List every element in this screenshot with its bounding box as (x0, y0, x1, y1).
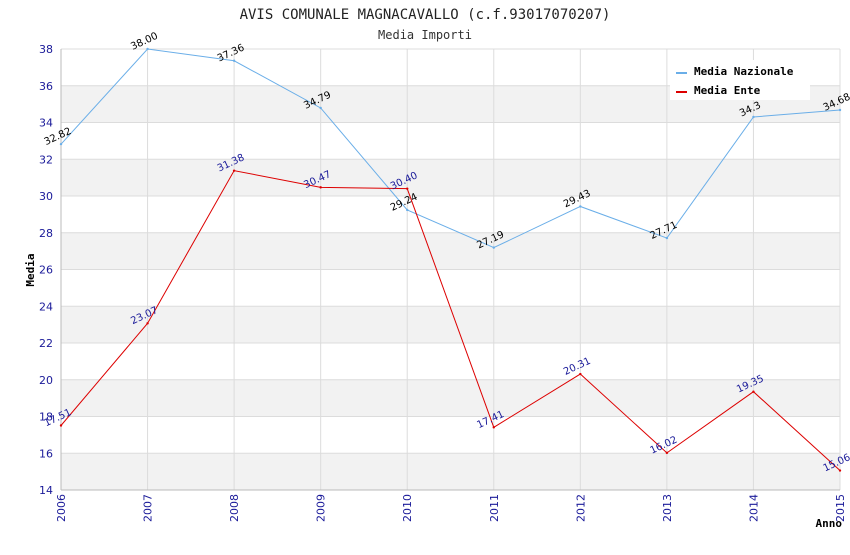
data-point (59, 424, 63, 427)
data-point (232, 169, 236, 172)
y-tick-label: 36 (39, 80, 53, 93)
data-point (838, 469, 842, 472)
x-tick-label: 2013 (661, 494, 674, 522)
x-tick-label: 2006 (55, 494, 68, 522)
grid-band (61, 232, 840, 270)
data-point (579, 205, 582, 208)
data-point (146, 322, 149, 325)
data-point (232, 59, 236, 62)
gridlines (60, 48, 841, 491)
x-tick-label: 2012 (574, 494, 587, 522)
grid-band (61, 159, 840, 196)
y-tick-label: 34 (39, 117, 53, 130)
data-point (406, 208, 409, 212)
x-axis-label: Anno (816, 517, 843, 530)
x-tick-label: 2007 (142, 494, 155, 522)
legend-label-nazionale: Media Nazionale (694, 65, 794, 78)
y-tick-label: 18 (39, 411, 53, 424)
data-point (406, 187, 409, 190)
data-point (59, 142, 63, 146)
axes (60, 49, 840, 491)
y-axis-label: Media (24, 253, 37, 286)
legend-label-ente: Media Ente (694, 84, 761, 97)
grid-band (61, 453, 840, 490)
x-tick-label: 2011 (488, 494, 501, 522)
series-line-media-nazionale (60, 48, 841, 249)
chart-subtitle: Media Importi (378, 28, 472, 42)
y-tick-label: 24 (39, 300, 53, 313)
y-tick-label: 22 (39, 337, 53, 350)
chart-title: AVIS COMUNALE MAGNACAVALLO (c.f.93017070… (240, 7, 611, 23)
grid-band (61, 379, 840, 417)
x-tick-label: 2009 (315, 494, 328, 522)
data-point (319, 106, 322, 110)
data-label: 37.36 (216, 42, 247, 64)
data-point (492, 246, 495, 249)
data-point (319, 186, 322, 189)
x-axis-ticks: 2006 2007 2008 2009 2010 2011 2012 2013 2014 2015 (55, 494, 847, 522)
series-line-media-ente (60, 170, 841, 471)
y-axis-ticks: 14 16 18 20 22 24 26 28 30 32 34 36 38 (39, 43, 53, 497)
y-tick-label: 14 (39, 484, 53, 497)
data-point (579, 372, 582, 376)
y-tick-label: 28 (39, 227, 53, 240)
x-tick-label: 2010 (401, 494, 414, 522)
y-tick-label: 26 (39, 264, 53, 277)
x-tick-label: 2014 (747, 494, 760, 522)
data-point (752, 115, 755, 119)
y-tick-label: 20 (39, 374, 53, 387)
legend-box (670, 60, 810, 100)
data-point (665, 451, 669, 455)
data-label: 20.31 (562, 356, 593, 378)
background-bands (61, 85, 840, 490)
data-point (492, 426, 495, 429)
grid-band (61, 306, 840, 343)
y-tick-label: 16 (39, 447, 53, 460)
legend: Media Nazionale Media Ente (670, 60, 810, 100)
x-tick-label: 2015 (834, 494, 847, 522)
y-tick-label: 38 (39, 43, 53, 56)
x-tick-label: 2008 (228, 494, 241, 522)
y-tick-label: 30 (39, 190, 53, 203)
y-tick-label: 32 (39, 153, 53, 166)
data-point (752, 390, 755, 393)
series-lines (59, 47, 842, 472)
data-point (838, 108, 842, 112)
data-point (146, 47, 149, 51)
data-point (665, 236, 669, 240)
